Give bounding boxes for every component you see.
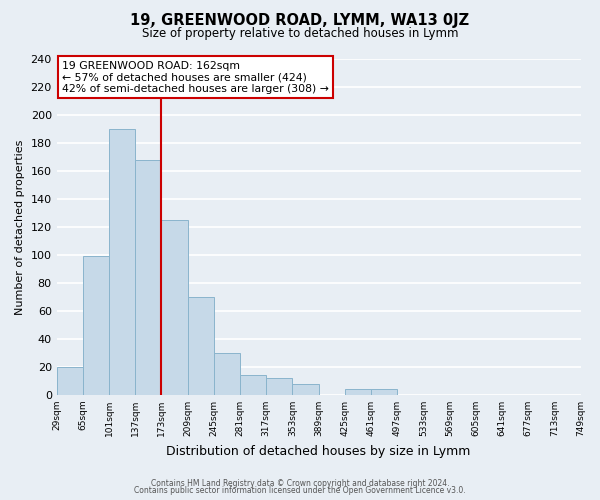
Bar xyxy=(56,367,83,395)
Bar xyxy=(188,297,214,395)
Bar xyxy=(371,390,397,395)
Text: 19, GREENWOOD ROAD, LYMM, WA13 0JZ: 19, GREENWOOD ROAD, LYMM, WA13 0JZ xyxy=(130,12,470,28)
Bar xyxy=(240,376,266,395)
Bar xyxy=(292,384,319,395)
Bar xyxy=(266,378,292,395)
Bar xyxy=(109,129,135,395)
Y-axis label: Number of detached properties: Number of detached properties xyxy=(15,140,25,314)
Bar xyxy=(214,353,240,395)
Bar xyxy=(161,220,188,395)
Text: Size of property relative to detached houses in Lymm: Size of property relative to detached ho… xyxy=(142,28,458,40)
X-axis label: Distribution of detached houses by size in Lymm: Distribution of detached houses by size … xyxy=(166,444,471,458)
Text: 19 GREENWOOD ROAD: 162sqm
← 57% of detached houses are smaller (424)
42% of semi: 19 GREENWOOD ROAD: 162sqm ← 57% of detac… xyxy=(62,60,329,94)
Text: Contains HM Land Registry data © Crown copyright and database right 2024.: Contains HM Land Registry data © Crown c… xyxy=(151,478,449,488)
Text: Contains public sector information licensed under the Open Government Licence v3: Contains public sector information licen… xyxy=(134,486,466,495)
Bar xyxy=(83,256,109,395)
Bar xyxy=(345,390,371,395)
Bar xyxy=(135,160,161,395)
